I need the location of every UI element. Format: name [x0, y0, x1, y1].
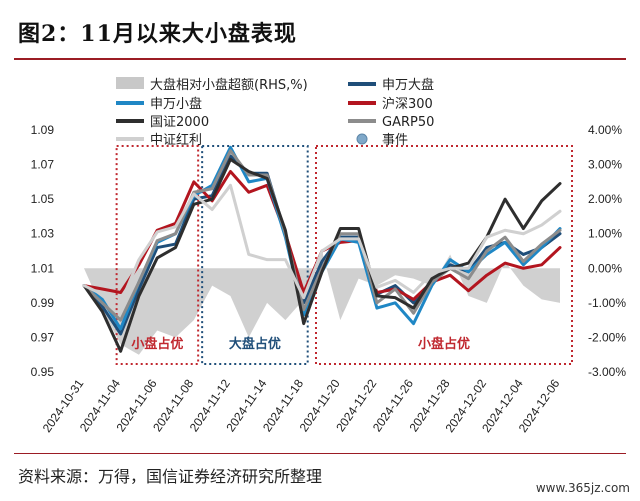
y-right-tick: -1.00%	[588, 296, 626, 310]
y-right-tick: 4.00%	[588, 123, 622, 137]
legend-label-event: 事件	[382, 133, 408, 148]
source-divider	[14, 453, 626, 454]
region-label-3: 小盘占优	[418, 336, 470, 352]
y-left-tick: 1.07	[31, 158, 55, 172]
legend-label-GARP50: GARP50	[382, 115, 434, 130]
legend-label-沪深300: 沪深300	[382, 96, 433, 112]
y-right-tick: -3.00%	[588, 365, 626, 379]
region-box-2	[201, 145, 309, 365]
y-left-tick: 0.97	[31, 330, 55, 344]
legend-label-大盘相对小盘超额(RHS,%): 大盘相对小盘超额(RHS,%)	[150, 77, 308, 93]
legend-swatch-excess	[116, 77, 144, 89]
region-label-2: 大盘占优	[229, 336, 281, 352]
y-left-tick: 1.01	[31, 261, 55, 275]
y-left-tick: 0.95	[31, 365, 55, 379]
series-line-申万大盘	[82, 154, 562, 336]
source-note: 资料来源：万得，国信证券经济研究所整理	[18, 467, 323, 486]
region-box-1	[115, 145, 200, 365]
legend-label-中证红利: 中证红利	[150, 132, 202, 148]
legend-label-国证2000: 国证2000	[150, 115, 209, 130]
y-left-tick: 1.05	[31, 192, 55, 206]
watermark: www.365jz.com	[535, 481, 630, 495]
series-line-中证红利	[82, 183, 562, 305]
region-box-3	[315, 145, 573, 365]
y-right-tick: 2.00%	[588, 192, 622, 206]
y-right-tick: -2.00%	[588, 330, 626, 344]
legend-label-申万大盘: 申万大盘	[382, 77, 434, 93]
legend-event-icon	[356, 133, 368, 145]
y-left-tick: 1.09	[31, 123, 55, 137]
chart-title: 图2：11月以来大小盘表现	[18, 21, 297, 47]
y-left-tick: 0.99	[31, 296, 55, 310]
y-right-tick: 3.00%	[588, 158, 622, 172]
legend-label-申万小盘: 申万小盘	[150, 96, 202, 112]
line-chart: 小盘占优 大盘占优 小盘占优 0.95 0.97 0.99 1.01 1.03 1.05 1.07…	[31, 77, 626, 435]
y-right-tick: 1.00%	[588, 227, 622, 241]
region-label-1: 小盘占优	[131, 336, 183, 352]
y-right-tick: 0.00%	[588, 261, 622, 275]
y-left-tick: 1.03	[31, 227, 55, 241]
title-underline	[14, 58, 626, 60]
